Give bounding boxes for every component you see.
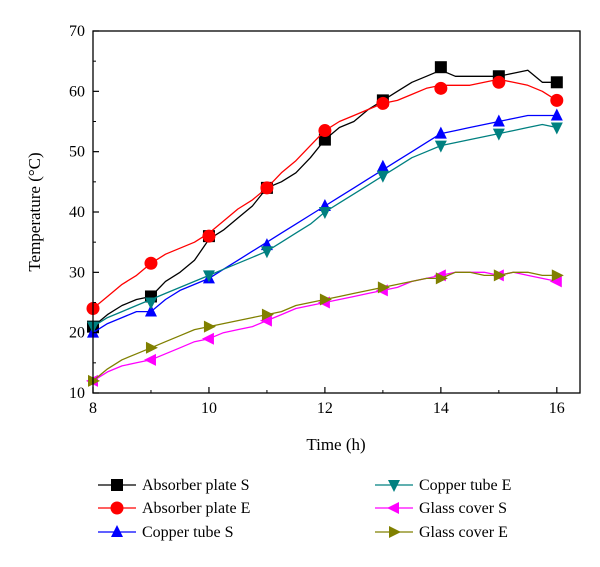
data-point (259, 314, 272, 327)
series-0 (87, 61, 563, 333)
legend-item: Copper tube E (375, 477, 511, 494)
series-line (92, 69, 557, 328)
series-line (92, 271, 557, 382)
series-4 (86, 269, 562, 387)
data-point (261, 308, 274, 321)
data-point (492, 75, 506, 89)
data-point (551, 269, 564, 282)
legend-label: Copper tube S (142, 524, 234, 541)
data-point (493, 269, 506, 282)
data-point (434, 126, 447, 139)
data-point (550, 122, 563, 135)
data-point (377, 281, 390, 294)
y-tick-label: 40 (69, 204, 85, 221)
x-tick-label: 14 (433, 400, 449, 417)
data-point (376, 159, 389, 172)
x-axis-title: Time (h) (306, 435, 365, 454)
data-point (434, 61, 447, 74)
series-layer (86, 61, 564, 387)
data-point (492, 128, 505, 141)
legend-item: Glass cover E (375, 524, 508, 541)
y-tick-label: 60 (69, 83, 85, 100)
legend-marker (110, 501, 124, 515)
data-point (492, 114, 505, 127)
data-point (144, 256, 158, 270)
data-point (376, 170, 389, 183)
data-point (145, 341, 158, 354)
data-point (260, 246, 273, 259)
data-point (260, 181, 274, 195)
x-tick-label: 16 (549, 400, 565, 417)
data-point (201, 332, 214, 345)
series-5 (88, 269, 564, 387)
x-tick-label: 10 (201, 400, 217, 417)
data-point (434, 81, 448, 95)
data-point (549, 275, 562, 288)
y-tick-label: 70 (69, 23, 85, 40)
legend-label: Copper tube E (419, 477, 511, 494)
series-line (92, 271, 557, 382)
legend-marker (111, 479, 123, 491)
legend-marker (389, 526, 401, 538)
data-point (550, 93, 564, 107)
data-point (318, 207, 331, 219)
data-point (202, 229, 216, 243)
plot-frame (92, 30, 581, 394)
y-tick-label: 50 (69, 144, 85, 161)
legend-item: Absorber plate S (98, 477, 250, 494)
y-tick-label: 30 (69, 264, 85, 281)
legend-marker (387, 502, 399, 514)
legend-item: Copper tube S (98, 524, 234, 541)
data-point (435, 272, 448, 285)
y-tick-label: 20 (69, 325, 85, 342)
data-point (318, 124, 332, 138)
data-point (143, 353, 156, 366)
y-axis-title: Temperature (°C) (25, 152, 44, 271)
legend-label: Absorber plate S (142, 477, 250, 494)
data-point (550, 76, 563, 89)
series-1 (86, 75, 564, 316)
data-point (203, 320, 216, 333)
x-tick-label: 12 (317, 400, 333, 417)
data-point (319, 293, 332, 306)
data-point (144, 304, 157, 317)
data-point (88, 374, 100, 387)
legend: Absorber plate S Absorber plate E Copper t… (98, 477, 511, 541)
legend-label: Glass cover E (419, 524, 508, 541)
y-tick-label: 10 (69, 385, 85, 402)
legend-marker (388, 480, 400, 492)
data-point (202, 270, 215, 283)
legend-label: Glass cover S (419, 500, 507, 517)
legend-item: Glass cover S (375, 500, 507, 517)
legend-item: Absorber plate E (98, 500, 250, 517)
data-point (144, 297, 157, 310)
data-point (434, 140, 447, 153)
x-tick-label: 8 (89, 400, 97, 417)
data-point (550, 108, 563, 121)
series-line (92, 78, 558, 310)
data-point (376, 96, 390, 110)
data-point (318, 133, 331, 146)
legend-marker (111, 525, 123, 537)
legend-label: Absorber plate E (142, 500, 250, 517)
